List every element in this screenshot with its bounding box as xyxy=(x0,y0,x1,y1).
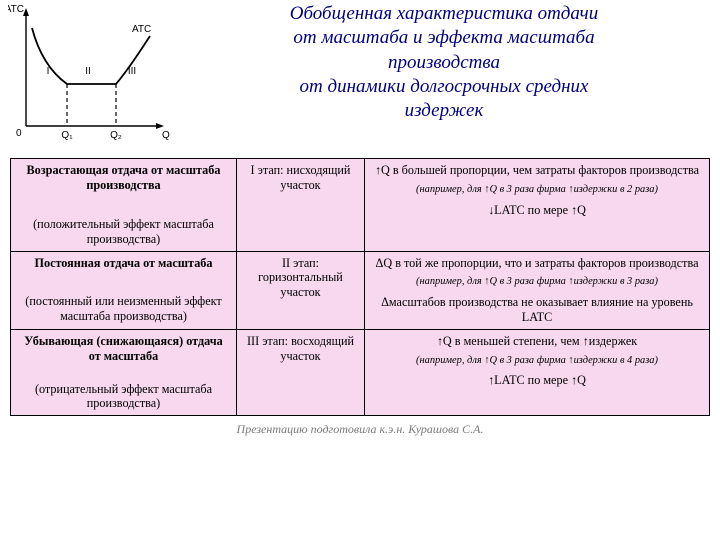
description-main: ↑Q в большей пропорции, чем затраты факт… xyxy=(375,163,699,177)
footer-credit: Презентацию подготовила к.э.н. Курашова … xyxy=(0,422,720,437)
description-conclusion: Δмасштабов производства не оказывает вли… xyxy=(371,295,703,325)
returns-to-scale-table: Возрастающая отдача от масштаба производ… xyxy=(10,158,710,416)
returns-type-main: Убывающая (снижающаяся) отдача от масшта… xyxy=(24,334,222,363)
svg-text:ATC: ATC xyxy=(132,24,151,35)
svg-text:Q: Q xyxy=(162,130,170,140)
returns-type-cell: Убывающая (снижающаяся) отдача от масшта… xyxy=(11,329,237,416)
description-cell: ↑Q в большей пропорции, чем затраты факт… xyxy=(365,159,710,252)
description-example: (например, для ↑Q в 3 раза фирма ↑издерж… xyxy=(371,355,703,368)
svg-text:ATC: ATC xyxy=(8,4,24,15)
stage-cell: II этап: горизонтальный участок xyxy=(237,251,365,329)
slide-title: Обобщенная характеристика отдачи от масш… xyxy=(170,2,712,158)
svg-text:III: III xyxy=(128,66,136,77)
returns-type-main: Постоянная отдача от масштаба xyxy=(35,256,213,270)
title-line-4: от динамики долгосрочных средних xyxy=(176,75,712,99)
description-conclusion: ↑LATC по мере ↑Q xyxy=(371,373,703,388)
returns-type-sub: (отрицательный эффект масштаба производс… xyxy=(17,382,230,412)
svg-text:Q₂: Q₂ xyxy=(110,130,122,140)
header-area: ATCQ0ATCQ₁Q₂IIIIII Обобщенная характерис… xyxy=(0,0,720,158)
description-example: (например, для ↑Q в 3 раза фирма ↑издерж… xyxy=(371,184,703,197)
table-row: Постоянная отдача от масштаба (постоянный… xyxy=(11,251,710,329)
returns-type-sub: (постоянный или неизменный эффект масшта… xyxy=(17,294,230,324)
returns-type-cell: Постоянная отдача от масштаба (постоянный… xyxy=(11,251,237,329)
description-main: ↑Q в меньшей степени, чем ↑издержек xyxy=(437,334,637,348)
stage-cell: III этап: восходящий участок xyxy=(237,329,365,416)
svg-text:0: 0 xyxy=(16,128,22,139)
svg-text:Q₁: Q₁ xyxy=(61,130,73,140)
title-line-5: издержек xyxy=(176,99,712,123)
svg-text:II: II xyxy=(85,66,91,77)
description-conclusion: ↓LATC по мере ↑Q xyxy=(371,203,703,218)
table-row: Возрастающая отдача от масштаба производ… xyxy=(11,159,710,252)
description-cell: ΔQ в той же пропорции, что и затраты фак… xyxy=(365,251,710,329)
title-line-3: производства xyxy=(176,51,712,75)
title-line-2: от масштаба и эффекта масштаба xyxy=(176,26,712,50)
description-cell: ↑Q в меньшей степени, чем ↑издержек (напр… xyxy=(365,329,710,416)
description-example: (например, для ↑Q в 3 раза фирма ↑издерж… xyxy=(371,276,703,289)
svg-text:I: I xyxy=(47,66,50,77)
table-row: Убывающая (снижающаяся) отдача от масшта… xyxy=(11,329,710,416)
atc-chart: ATCQ0ATCQ₁Q₂IIIIII xyxy=(8,2,170,140)
returns-type-sub: (положительный эффект масштаба производс… xyxy=(17,217,230,247)
returns-type-main: Возрастающая отдача от масштаба производ… xyxy=(27,163,221,192)
title-line-1: Обобщенная характеристика отдачи xyxy=(176,2,712,26)
description-main: ΔQ в той же пропорции, что и затраты фак… xyxy=(376,256,699,270)
returns-type-cell: Возрастающая отдача от масштаба производ… xyxy=(11,159,237,252)
stage-cell: I этап: нисходящий участок xyxy=(237,159,365,252)
